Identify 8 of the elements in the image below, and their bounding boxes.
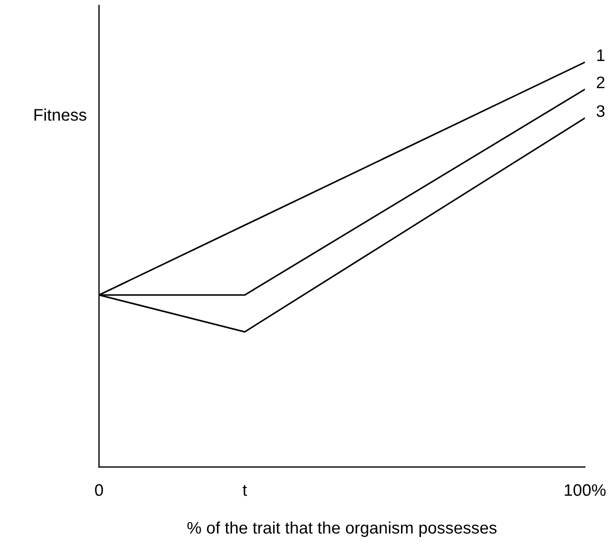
series-label: 2 bbox=[596, 76, 604, 88]
x-tick-label: 0 bbox=[95, 484, 103, 496]
series-label: 1 bbox=[597, 50, 604, 61]
x-tick-label: 100% bbox=[564, 484, 606, 496]
x-axis-title: % of the trait that the organism possesses bbox=[187, 521, 497, 537]
series-label: 3 bbox=[596, 105, 605, 118]
y-axis-title: Fitness bbox=[34, 108, 86, 121]
x-tick-label: t bbox=[242, 485, 247, 496]
